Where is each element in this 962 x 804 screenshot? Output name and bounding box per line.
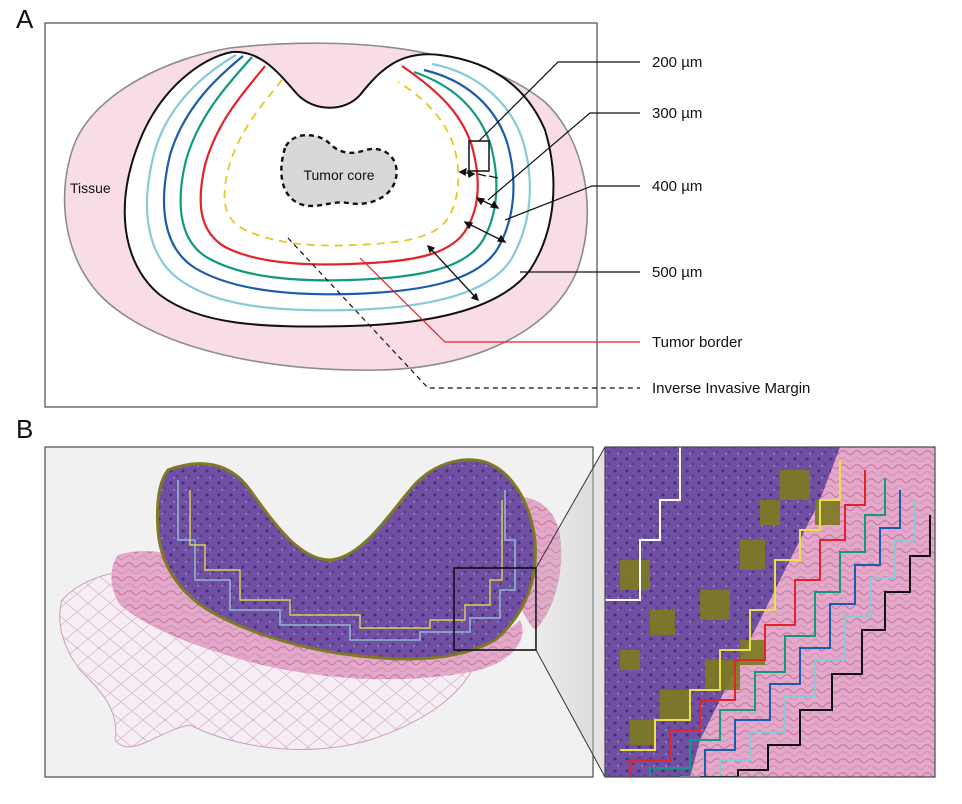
- boundary-400um: [146, 54, 531, 312]
- label-tumor-border: Tumor border: [652, 334, 742, 351]
- label-inverse-margin: Inverse Invasive Margin: [652, 380, 810, 397]
- panel-b-slide: [44, 446, 594, 778]
- label-500um: 500 µm: [652, 264, 702, 281]
- leader-inverse-margin: [287, 237, 640, 389]
- zoom-lightblue-line: [680, 500, 916, 777]
- inverse-margin-line: [223, 79, 460, 247]
- leader-tumor-border: [359, 257, 640, 343]
- tissue-label: Tissue: [70, 180, 111, 196]
- panel-a-letter: A: [16, 4, 34, 34]
- zoom-panel: [605, 447, 935, 777]
- slide-boundary-lines: [177, 480, 516, 641]
- arrow-400um: [464, 221, 506, 243]
- distance-arrows: [426, 167, 507, 302]
- zoom-connector: [536, 447, 605, 777]
- label-300um: 300 µm: [652, 105, 702, 122]
- zoom-red-line: [629, 470, 866, 777]
- zoom-olive-tiles: [620, 470, 840, 745]
- boundary-300um: [162, 55, 515, 296]
- zoom-connector-bottom: [535, 649, 606, 778]
- zoom-blue-line: [665, 490, 901, 777]
- leader-lines: [287, 61, 640, 389]
- tumor-region: [156, 458, 537, 661]
- zoom-frame: [604, 446, 936, 778]
- arrow-200um-b: [477, 173, 487, 177]
- tumor-border-line: [199, 65, 479, 266]
- zoom-green-line: [649, 478, 886, 777]
- zoom-connector-top: [535, 446, 606, 569]
- zoom-black-line: [700, 515, 931, 777]
- slide-margin-lines: [189, 490, 503, 629]
- arrow-200um-c: [488, 175, 499, 179]
- panel-b-letter: B: [16, 414, 34, 444]
- boundary-200um: [179, 56, 498, 282]
- tumor-core-label: Tumor core: [303, 167, 374, 183]
- zoom-yellow-line: [620, 460, 841, 751]
- leader-400um: [504, 185, 640, 221]
- label-200um: 200 µm: [652, 54, 702, 71]
- leader-300um: [487, 112, 640, 201]
- tumor-core-region: [280, 134, 398, 208]
- leader-200um: [478, 61, 640, 142]
- label-400um: 400 µm: [652, 178, 702, 195]
- zoom-white-line: [605, 447, 681, 601]
- arrow-500um: [427, 245, 479, 301]
